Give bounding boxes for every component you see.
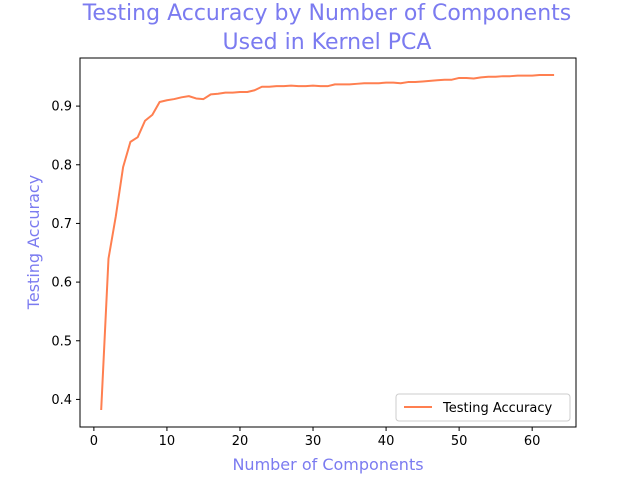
- y-tick-label: 0.6: [51, 276, 72, 291]
- y-tick-label: 0.7: [51, 217, 72, 232]
- x-tick-label: 30: [305, 434, 322, 449]
- x-axis-label: Number of Components: [232, 455, 423, 474]
- plot-area: 0 10 20 30 40 50 60 0.4 0.5 0.6 0.7 0.8 0.9: [51, 57, 577, 449]
- y-axis-label: Testing Accuracy: [24, 175, 43, 310]
- x-tick-label: 10: [159, 434, 176, 449]
- axes-frame: [79, 57, 577, 428]
- series-line-0: [100, 74, 555, 411]
- chart-title-line-1: Testing Accuracy by Number of Components: [82, 1, 572, 26]
- legend: Testing Accuracy: [395, 393, 571, 422]
- y-tick-label: 0.9: [51, 100, 72, 115]
- x-tick-label: 40: [378, 434, 395, 449]
- y-tick-label: 0.4: [51, 393, 72, 408]
- x-tick-label: 0: [90, 434, 98, 449]
- x-tick-label: 20: [232, 434, 249, 449]
- chart-title-line-2: Used in Kernel PCA: [223, 30, 432, 55]
- y-tick-label: 0.8: [51, 158, 72, 173]
- x-tick-label: 60: [524, 434, 541, 449]
- y-tick-label: 0.5: [51, 334, 72, 349]
- legend-box: [395, 393, 571, 422]
- legend-label: Testing Accuracy: [442, 401, 552, 416]
- x-tick-label: 50: [451, 434, 468, 449]
